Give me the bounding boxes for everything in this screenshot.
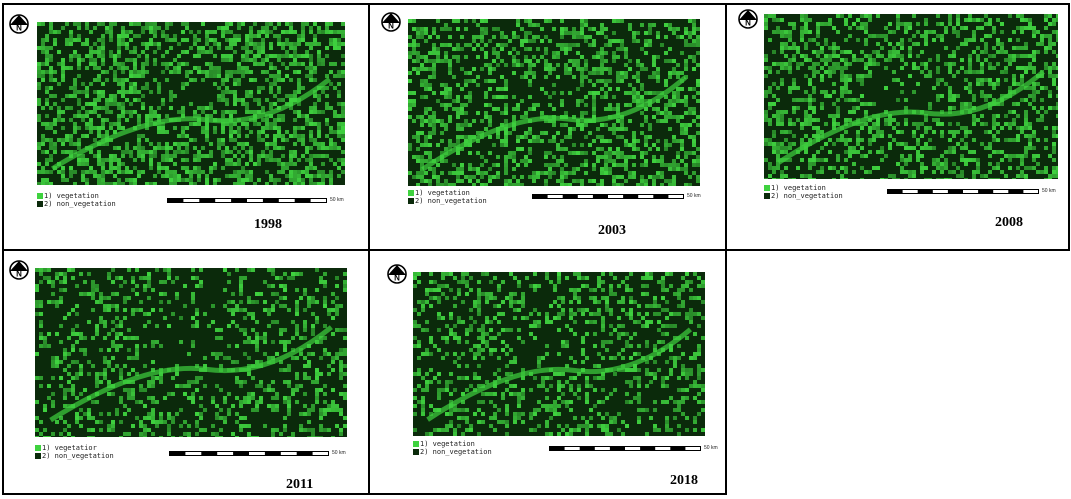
map-legend: 1) vegetation 2) non_vegetation (408, 189, 487, 205)
year-label: 2011 (286, 477, 314, 492)
map-panel-2003: N 1) vegetation 2) non_vegetation 50 km … (368, 3, 727, 251)
legend-label-vegetation: vegetation (432, 440, 475, 448)
north-arrow-icon: N (387, 264, 407, 284)
svg-text:N: N (16, 270, 22, 279)
legend-number: 1) (44, 192, 53, 200)
scale-label: 50 km (332, 450, 346, 456)
legend-number: 2) (420, 448, 429, 456)
legend-number: 1) (420, 440, 429, 448)
scale-label: 50 km (330, 197, 344, 203)
map-panel-1998: N 1) vegetation 2) non_vegetation 50 km … (2, 3, 370, 251)
scale-bar: 50 km (167, 197, 344, 203)
legend-item-vegetation: 1) vegetation (413, 440, 492, 448)
vegetation-map-2008 (764, 14, 1058, 179)
map-legend: 1) vegetatior 2) non_vegetation (35, 444, 114, 460)
svg-text:N: N (388, 22, 394, 31)
north-arrow-icon: N (9, 260, 29, 280)
legend-swatch-non-vegetation (764, 193, 770, 199)
scale-bar-graphic (167, 197, 327, 203)
legend-label-vegetation: vegetation (783, 184, 826, 192)
legend-swatch-non-vegetation (35, 453, 41, 459)
map-panel-2018: N 1) vegetation 2) non_vegetation 50 km … (368, 249, 727, 495)
year-label: 2003 (598, 223, 626, 238)
legend-number: 1) (415, 189, 424, 197)
legend-item-non-vegetation: 2) non_vegetation (408, 197, 487, 205)
legend-item-vegetation: 1) vegetation (764, 184, 843, 192)
scale-bar: 50 km (532, 193, 701, 199)
vegetation-map-2011 (35, 268, 347, 437)
legend-swatch-non-vegetation (37, 201, 43, 207)
legend-swatch-vegetation (37, 193, 43, 199)
north-arrow-icon: N (9, 14, 29, 34)
legend-swatch-vegetation (35, 445, 41, 451)
legend-label-vegetation: vegetatior (54, 444, 97, 452)
legend-item-vegetation: 1) vegetation (37, 192, 116, 200)
legend-item-vegetation: 1) vegetatior (35, 444, 114, 452)
legend-swatch-vegetation (764, 185, 770, 191)
svg-text:N: N (394, 274, 400, 283)
scale-bar: 50 km (549, 445, 718, 451)
north-arrow-icon: N (738, 9, 758, 29)
map-legend: 1) vegetation 2) non_vegetation (37, 192, 116, 208)
scale-label: 50 km (687, 193, 701, 199)
scale-bar-graphic (887, 188, 1039, 194)
legend-label-vegetation: vegetation (427, 189, 470, 197)
map-legend: 1) vegetation 2) non_vegetation (413, 440, 492, 456)
year-label: 2008 (995, 215, 1023, 230)
legend-number: 2) (44, 200, 53, 208)
legend-item-non-vegetation: 2) non_vegetation (764, 192, 843, 200)
legend-number: 2) (42, 452, 51, 460)
legend-label-non-vegetation: non_vegetation (783, 192, 843, 200)
svg-text:N: N (16, 24, 22, 33)
map-legend: 1) vegetation 2) non_vegetation (764, 184, 843, 200)
legend-swatch-non-vegetation (413, 449, 419, 455)
scale-bar-graphic (532, 193, 684, 199)
vegetation-map-1998 (37, 22, 345, 185)
map-panel-2008: N 1) vegetation 2) non_vegetation 50 km … (725, 3, 1070, 251)
scale-label: 50 km (704, 445, 718, 451)
legend-swatch-vegetation (408, 190, 414, 196)
scale-bar-graphic (169, 450, 329, 456)
legend-item-non-vegetation: 2) non_vegetation (35, 452, 114, 460)
legend-item-non-vegetation: 2) non_vegetation (413, 448, 492, 456)
legend-swatch-non-vegetation (408, 198, 414, 204)
svg-text:N: N (745, 19, 751, 28)
year-label: 2018 (670, 473, 698, 488)
vegetation-map-2003 (408, 19, 700, 186)
legend-number: 2) (415, 197, 424, 205)
legend-number: 2) (771, 192, 780, 200)
scale-label: 50 km (1042, 188, 1056, 194)
vegetation-map-2018 (413, 272, 705, 436)
scale-bar: 50 km (887, 188, 1056, 194)
north-arrow-icon: N (381, 12, 401, 32)
legend-label-non-vegetation: non_vegetation (56, 200, 116, 208)
legend-label-non-vegetation: non_vegetation (427, 197, 487, 205)
scale-bar-graphic (549, 445, 701, 451)
legend-swatch-vegetation (413, 441, 419, 447)
legend-label-vegetation: vegetation (56, 192, 99, 200)
legend-label-non-vegetation: non_vegetation (54, 452, 114, 460)
map-panel-2011: N 1) vegetatior 2) non_vegetation 50 km … (2, 249, 370, 495)
legend-item-vegetation: 1) vegetation (408, 189, 487, 197)
legend-item-non-vegetation: 2) non_vegetation (37, 200, 116, 208)
legend-label-non-vegetation: non_vegetation (432, 448, 492, 456)
legend-number: 1) (771, 184, 780, 192)
scale-bar: 50 km (169, 450, 346, 456)
year-label: 1998 (254, 217, 282, 232)
legend-number: 1) (42, 444, 51, 452)
